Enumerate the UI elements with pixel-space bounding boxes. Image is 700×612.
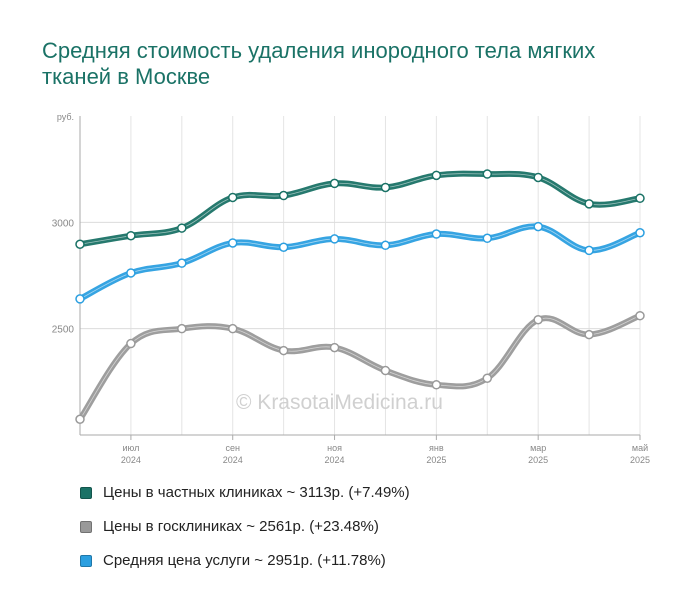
data-point	[227, 238, 238, 248]
data-point	[126, 268, 136, 278]
data-point	[329, 342, 340, 353]
data-point	[278, 190, 289, 201]
x-tick-year: 2024	[121, 455, 141, 465]
legend-label: Цены в госклиниках ~ 2561р. (+23.48%)	[103, 518, 379, 535]
data-point	[75, 294, 85, 304]
x-tick-month: мар	[530, 443, 546, 453]
data-point	[126, 230, 136, 241]
data-point	[126, 338, 136, 349]
data-point	[482, 373, 493, 383]
data-point	[329, 178, 340, 189]
legend-item: Цены в частных клиниках ~ 3113р. (+7.49%…	[80, 484, 410, 501]
data-point	[278, 242, 289, 252]
x-tick-year: 2025	[528, 455, 548, 465]
line-chart: 2500 3000 руб. июл 2024 сен 2024 ноя 2024 янв 2025…	[52, 112, 650, 465]
x-tick-year: 2024	[223, 455, 243, 465]
series-line-highlight	[79, 315, 641, 420]
data-point	[75, 414, 85, 425]
x-tick-month: май	[632, 443, 648, 453]
data-point	[533, 172, 543, 183]
series-line	[77, 223, 643, 302]
legend-label: Средняя цена услуги ~ 2951р. (+11.78%)	[103, 552, 386, 569]
series-3	[75, 221, 645, 304]
data-point	[533, 314, 543, 325]
data-point	[431, 170, 442, 181]
data-point	[329, 234, 340, 244]
legend-item: Цены в госклиниках ~ 2561р. (+23.48%)	[80, 518, 410, 535]
data-point	[380, 240, 391, 251]
x-tick-month: янв	[429, 443, 444, 453]
data-point	[75, 239, 85, 249]
legend-swatch	[80, 520, 92, 533]
data-point	[227, 192, 238, 203]
data-point	[482, 233, 493, 244]
legend-swatch	[80, 554, 92, 567]
data-point	[584, 199, 594, 209]
data-point	[177, 258, 187, 268]
x-tick-month: июл	[122, 443, 139, 453]
data-point	[635, 193, 645, 204]
data-point	[278, 345, 289, 356]
axes: 2500 3000 руб. июл 2024 сен 2024 ноя 2024 янв 2025…	[52, 112, 650, 465]
legend: Цены в частных клиниках ~ 3113р. (+7.49%…	[80, 484, 410, 586]
legend-swatch	[80, 486, 92, 499]
x-tick-year: 2024	[325, 455, 345, 465]
data-point	[177, 323, 187, 334]
x-tick-month: ноя	[327, 443, 342, 453]
y-tick-label: 2500	[52, 325, 75, 336]
data-point	[584, 329, 594, 340]
y-tick-label: 3000	[52, 218, 75, 229]
legend-item: Средняя цена услуги ~ 2951р. (+11.78%)	[80, 552, 410, 569]
chart-title: Средняя стоимость удаления инородного те…	[42, 38, 596, 89]
data-point	[431, 229, 442, 239]
data-point	[431, 380, 442, 390]
data-point	[533, 221, 543, 232]
grid	[79, 116, 641, 435]
data-point	[482, 169, 493, 179]
series-2	[75, 310, 645, 425]
series-1	[75, 169, 645, 249]
y-unit-label: руб.	[57, 112, 74, 122]
data-point	[584, 245, 594, 256]
data-point	[635, 228, 645, 238]
x-tick-year: 2025	[630, 455, 650, 465]
watermark: © KrasotaiMedicina.ru	[236, 391, 443, 414]
data-point	[380, 182, 391, 193]
data-point	[177, 223, 187, 233]
x-tick-month: сен	[225, 443, 240, 453]
data-point	[635, 310, 645, 321]
data-point	[380, 365, 391, 376]
x-tick-year: 2025	[426, 455, 446, 465]
series-group	[75, 169, 645, 425]
data-point	[227, 323, 238, 334]
legend-label: Цены в частных клиниках ~ 3113р. (+7.49%…	[103, 484, 410, 501]
